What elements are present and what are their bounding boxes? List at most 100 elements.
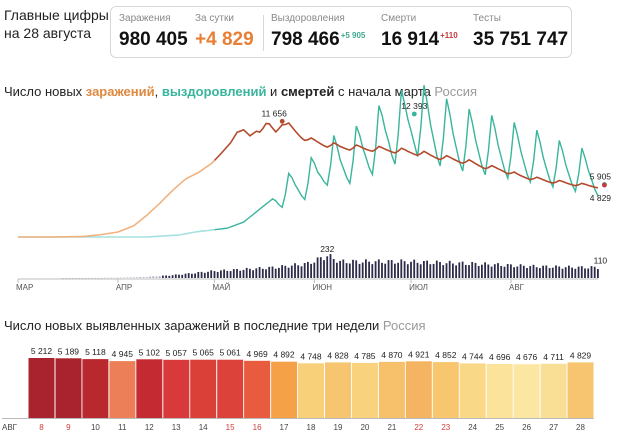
x-tick-label: МАР [16,283,33,292]
death-bar [439,262,441,278]
death-bar [555,265,557,278]
death-bar [580,266,583,278]
death-bar [429,264,432,278]
bar [486,363,513,418]
death-bar [126,277,129,278]
stat-deaths-delta: +110 [440,31,458,40]
death-bar [397,262,399,278]
death-bar [178,274,180,278]
bar [28,358,55,418]
bar-value-label: 4 852 [435,350,457,360]
stat-daily-value: +4 829 [195,29,254,50]
death-bar [426,260,428,278]
bar-axis-label: АВГ [2,423,18,432]
bar-value-label: 4 696 [489,352,511,362]
stat-tests: Тесты 35 751 747 [473,13,568,51]
bar-chart-title-main: Число новых выявленных заражений в после… [4,318,380,333]
death-bar [519,264,522,278]
bar-value-label: 4 870 [381,350,403,360]
x-tick-label: АПР [116,283,132,292]
bar-value-label: 5 212 [31,346,53,356]
death-bar [345,263,348,278]
bar [55,358,82,418]
stat-tests-value: 35 751 747 [473,29,569,50]
death-bar [326,256,329,278]
stat-cases-label: Заражения [119,13,171,24]
death-bar [558,266,561,278]
death-bar [336,262,338,278]
death-bar [258,267,261,278]
bar-chart: 5 212 8 5 189 9 5 118 10 4 945 11 5 102 12 5 057 13… [2,346,594,432]
death-bar [274,268,277,278]
bar-category-label: 13 [172,423,181,432]
bar-category-label: 16 [253,423,262,432]
death-bar [168,275,171,278]
bar [351,362,378,418]
death-bar [210,270,213,278]
trend-chart: МАР АПР МАЙ ИЮН ИЮЛ АВГ 11 656 12 393 5 905 4 829… [16,85,611,292]
death-bar [236,269,238,278]
death-bar [216,272,219,278]
bar-category-label: 17 [280,423,289,432]
recovered-line-early [18,228,215,238]
bar [378,361,405,418]
death-bar [239,270,242,278]
death-bar [548,268,551,278]
death-bar [468,265,470,278]
death-bar [413,259,416,278]
death-bar [564,267,567,278]
stats-divider [263,15,264,51]
title-deaths: смертей [280,84,335,99]
bar [325,362,351,418]
bar-chart-title: Число новых выявленных заражений в после… [4,318,426,333]
death-bar [545,265,548,278]
death-bar [419,264,422,278]
death-bar [129,277,132,278]
death-bar [435,260,438,278]
bar-value-label: 4 785 [354,351,376,361]
death-bar [542,265,544,278]
bar-category-label: 26 [522,423,531,432]
death-bar [529,266,532,278]
recovered-peak-label: 12 393 [401,101,427,111]
bar-category-label: 12 [145,423,154,432]
death-bar [300,266,303,278]
bar-value-label: 5 065 [193,348,215,358]
death-bar [149,276,151,278]
death-bar [316,257,319,278]
death-bar [323,260,325,278]
stat-daily-label: За сутки [195,13,234,24]
death-bar [348,263,351,278]
page-title: Главные цифры на 28 августа [4,6,109,42]
bar [82,359,109,418]
death-bar [252,270,254,278]
x-tick-label: ИЮН [312,283,332,292]
death-bar [513,267,515,278]
death-bar [213,271,216,278]
death-bar [133,277,135,278]
bar [244,360,271,418]
title-part: с начала марта [334,84,431,99]
cases-line-early [18,159,216,238]
death-bar [471,262,474,278]
death-bar [532,264,535,278]
death-bar [294,263,296,278]
death-bar [329,254,332,278]
death-bar [394,263,396,278]
bar [459,363,486,418]
stats-panel: Заражения 980 405 За сутки +4 829 Выздор… [110,6,572,58]
bar-value-label: 4 969 [246,349,268,359]
stat-deaths-label: Смерти [381,13,417,24]
bar-value-label: 4 828 [327,350,349,360]
bar-category-label: 27 [549,423,558,432]
x-tick-label: МАЙ [213,283,231,292]
death-bar [191,273,193,278]
death-bar [184,273,187,278]
stat-cases-value: 980 405 [119,29,188,50]
cases-line [214,122,599,189]
death-bar [313,262,316,278]
death-bar [226,270,229,278]
death-bar [249,268,251,278]
death-bar [145,277,148,278]
bar-value-label: 4 748 [300,351,322,361]
